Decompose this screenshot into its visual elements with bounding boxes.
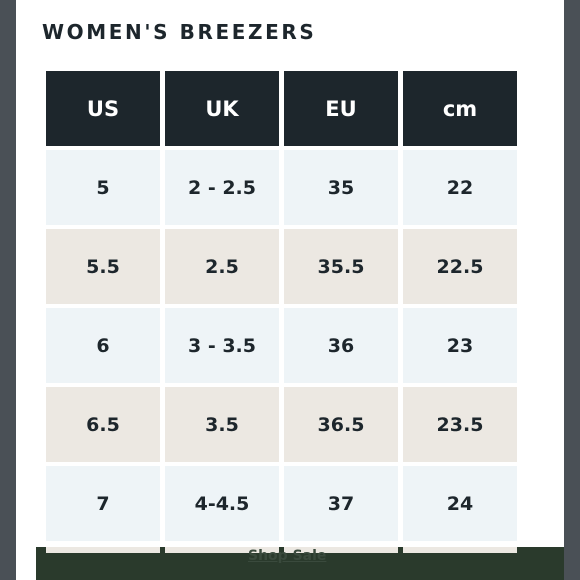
table-cell: 3 - 3.5: [165, 308, 279, 383]
table-cell: 35: [284, 150, 398, 225]
table-cell: 22.5: [403, 229, 517, 304]
table-cell: [46, 547, 160, 553]
table-cell: 6.5: [46, 387, 160, 462]
table-cell: 5.5: [46, 229, 160, 304]
table-cell: 2.5: [165, 229, 279, 304]
table-cell: 36: [284, 308, 398, 383]
table-cell: 5: [46, 150, 160, 225]
next-row-peek: [46, 547, 518, 553]
page-title: WOMEN'S BREEZERS: [42, 20, 317, 44]
table-cell: 22: [403, 150, 517, 225]
table-cell: 24: [403, 466, 517, 541]
table-cell: 7: [46, 466, 160, 541]
table-cell: [284, 547, 398, 553]
table-cell: [165, 547, 279, 553]
table-cell: 37: [284, 466, 398, 541]
table-cell: 4-4.5: [165, 466, 279, 541]
table-cell: 36.5: [284, 387, 398, 462]
table-cell: 3.5: [165, 387, 279, 462]
column-header-uk: UK: [165, 71, 279, 146]
table-cell: 35.5: [284, 229, 398, 304]
column-header-cm: cm: [403, 71, 517, 146]
shop-sale-link[interactable]: Shop Sale: [248, 548, 327, 564]
table-cell: [403, 547, 517, 553]
table-cell: 23: [403, 308, 517, 383]
size-table: US UK EU cm 5 2 - 2.5 35 22 5.5 2.5 35.5…: [46, 71, 518, 541]
size-chart-panel: WOMEN'S BREEZERS US UK EU cm 5 2 - 2.5 3…: [16, 0, 564, 580]
column-header-eu: EU: [284, 71, 398, 146]
table-cell: 2 - 2.5: [165, 150, 279, 225]
table-cell: 6: [46, 308, 160, 383]
column-header-us: US: [46, 71, 160, 146]
table-cell: 23.5: [403, 387, 517, 462]
